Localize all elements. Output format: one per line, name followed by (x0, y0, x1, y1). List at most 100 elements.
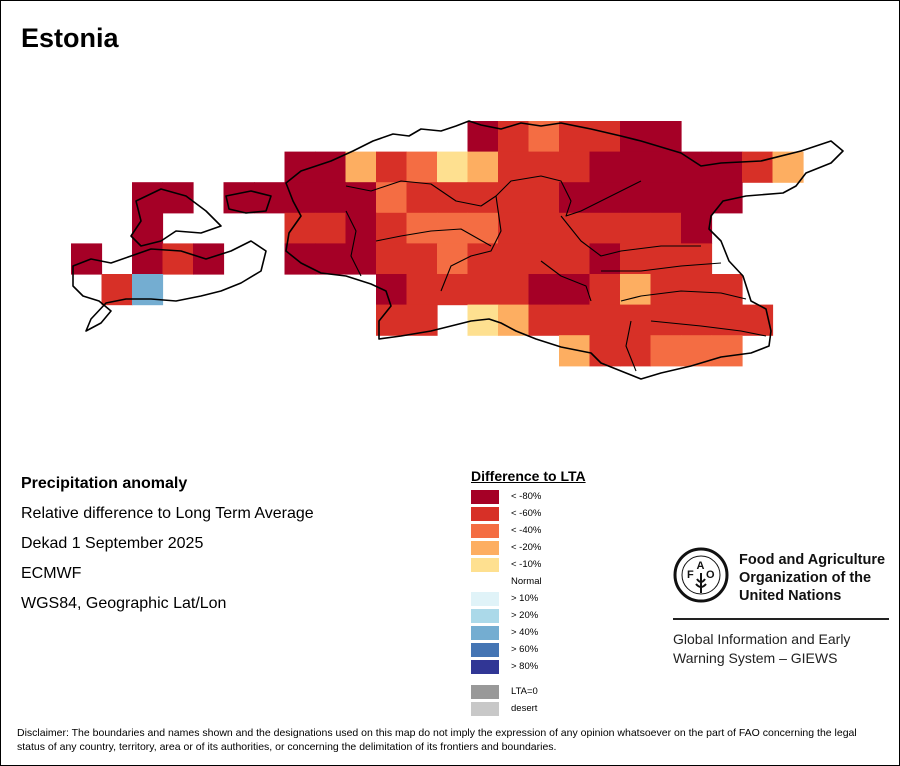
legend-swatch (471, 659, 499, 674)
info-projection: WGS84, Geographic Lat/Lon (21, 595, 227, 612)
legend-item: > 20% (471, 607, 586, 624)
divider (673, 618, 889, 620)
grid-cell (559, 335, 591, 367)
grid-cell (528, 243, 560, 275)
fao-name: Food and Agriculture Organization of the… (739, 551, 885, 605)
grid-cell (589, 304, 621, 336)
grid-cell (681, 304, 713, 336)
info-period: Dekad 1 September 2025 (21, 535, 204, 552)
country-boundary (72, 120, 844, 380)
grid-cell (528, 212, 560, 244)
grid-cell (498, 121, 530, 153)
grid-cell (559, 212, 591, 244)
legend-label: < -20% (511, 542, 542, 553)
legend-label: < -80% (511, 491, 542, 502)
grid-cell (498, 274, 530, 306)
grid-cell (589, 274, 621, 306)
legend-item: < -10% (471, 556, 586, 573)
info-source: ECMWF (21, 565, 82, 582)
grid-cell (711, 274, 743, 306)
legend-extra-items: LTA=0 desert (471, 683, 586, 717)
legend-label: > 10% (511, 593, 539, 604)
info-heading: Precipitation anomaly (21, 475, 188, 492)
grid-cell (437, 151, 469, 183)
grid-cell (589, 335, 621, 367)
legend-swatch (471, 701, 499, 716)
legend-label: Normal (511, 576, 542, 587)
grid-cell (559, 274, 591, 306)
grid-cell (498, 182, 530, 214)
grid-cell (528, 151, 560, 183)
grid-cell (315, 182, 347, 214)
grid-cell (650, 243, 682, 275)
legend-swatch (471, 591, 499, 606)
giews-label: Global Information and Early Warning Sys… (673, 630, 850, 668)
grid-cell (650, 182, 682, 214)
grid-cell (620, 304, 652, 336)
legend: Difference to LTA < -80% < -60% < -40% < -2… (471, 468, 586, 717)
disclaimer: Disclaimer: The boundaries and names sho… (17, 727, 857, 753)
legend-swatch (471, 625, 499, 640)
svg-text:F: F (687, 569, 694, 581)
grid-cell (528, 182, 560, 214)
legend-swatch (471, 540, 499, 555)
grid-cell (254, 182, 286, 214)
grid-cell (711, 151, 743, 183)
legend-item: > 60% (471, 641, 586, 658)
fao-name-line: Organization of the (739, 570, 872, 586)
grid-cell (437, 182, 469, 214)
legend-item: LTA=0 (471, 683, 586, 700)
grid-cell (498, 243, 530, 275)
grid-cell (406, 212, 438, 244)
grid-cell (71, 243, 103, 275)
grid-cell (437, 274, 469, 306)
grid-cell (589, 121, 621, 153)
legend-swatch (471, 506, 499, 521)
legend-swatch (471, 684, 499, 699)
grid-cell (437, 212, 469, 244)
grid-cell (376, 182, 408, 214)
map-title: Estonia (21, 23, 119, 53)
fao-name-line: Food and Agriculture (739, 552, 886, 568)
grid-cell (650, 212, 682, 244)
grid-cell (376, 243, 408, 275)
legend-label: > 20% (511, 610, 539, 621)
saaremaa-outline (72, 240, 267, 332)
svg-text:A: A (697, 560, 705, 572)
grid-cell (376, 274, 408, 306)
legend-item: < -40% (471, 522, 586, 539)
anomaly-grid (71, 121, 804, 367)
info-description: Relative difference to Long Term Average (21, 505, 314, 522)
legend-label: > 80% (511, 661, 539, 672)
grid-cell (132, 274, 164, 306)
legend-swatch (471, 642, 499, 657)
legend-label: < -60% (511, 508, 542, 519)
grid-cell (498, 212, 530, 244)
grid-cell (620, 212, 652, 244)
grid-cell (345, 151, 377, 183)
svg-text:O: O (706, 569, 715, 581)
legend-label: > 40% (511, 627, 539, 638)
legend-label: LTA=0 (511, 686, 538, 697)
fao-logo-icon: F A O (673, 547, 729, 603)
grid-cell (681, 243, 713, 275)
grid-cell (681, 274, 713, 306)
grid-cell (467, 212, 499, 244)
grid-cell (376, 304, 408, 336)
grid-cell (589, 182, 621, 214)
legend-label: desert (511, 703, 538, 714)
grid-cell (162, 243, 194, 275)
grid-cell (376, 212, 408, 244)
giews-line: Warning System – GIEWS (673, 650, 838, 666)
legend-label: < -10% (511, 559, 542, 570)
grid-cell (528, 304, 560, 336)
legend-item: > 80% (471, 658, 586, 675)
grid-cell (650, 121, 682, 153)
grid-cell (620, 335, 652, 367)
grid-cell (498, 151, 530, 183)
mainland-outline (285, 120, 844, 380)
legend-item: > 40% (471, 624, 586, 641)
legend-item: desert (471, 700, 586, 717)
grid-cell (132, 243, 164, 275)
